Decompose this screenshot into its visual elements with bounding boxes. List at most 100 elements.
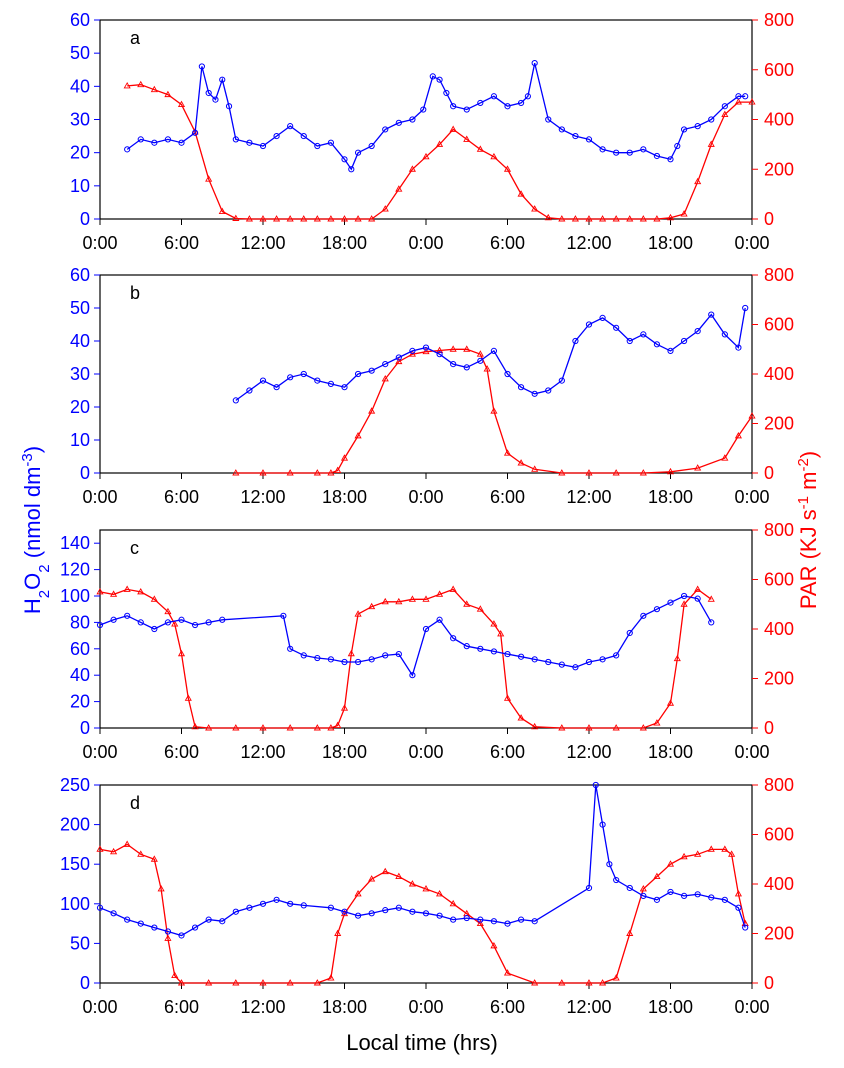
par-point xyxy=(313,979,321,986)
par-point xyxy=(707,140,715,147)
par-point xyxy=(137,850,145,857)
h2o2-point xyxy=(198,63,205,70)
h2o2-point xyxy=(735,93,742,100)
h2o2-point xyxy=(680,337,688,345)
x-tick-label: 0:00 xyxy=(408,997,443,1017)
h2o2-point xyxy=(613,876,620,884)
y-right-tick-label: 200 xyxy=(764,414,794,434)
x-tick-label: 0:00 xyxy=(734,997,769,1017)
y-left-tick-label: 30 xyxy=(70,110,90,130)
h2o2-point xyxy=(613,652,620,659)
par-point xyxy=(734,431,742,439)
par-point xyxy=(232,214,240,221)
par-point xyxy=(680,600,688,607)
y-left-tick-label: 0 xyxy=(80,209,90,229)
h2o2-point xyxy=(613,149,620,156)
par-point xyxy=(137,80,145,88)
h2o2-point xyxy=(531,918,538,925)
par-point xyxy=(517,190,525,197)
h2o2-point xyxy=(742,93,749,100)
h2o2-point xyxy=(259,900,267,907)
x-tick-label: 6:00 xyxy=(164,742,199,762)
y-right-tick-label: 800 xyxy=(764,775,794,795)
par-point xyxy=(599,215,607,222)
y-label-left-close: ) xyxy=(20,446,45,453)
par-point xyxy=(259,979,267,986)
panel-label: d xyxy=(130,793,140,813)
h2o2-point xyxy=(395,119,402,126)
h2o2-point xyxy=(450,635,457,642)
y-right-tick-label: 400 xyxy=(764,874,794,894)
h2o2-point xyxy=(409,347,416,354)
h2o2-point xyxy=(463,914,470,922)
par-point xyxy=(721,110,729,117)
y-right-tick-label: 800 xyxy=(764,265,794,285)
h2o2-point xyxy=(395,904,402,911)
y-left-tick-label: 20 xyxy=(70,692,90,712)
h2o2-point xyxy=(354,370,362,378)
h2o2-point xyxy=(137,920,144,927)
par-point xyxy=(123,585,131,592)
h2o2-point xyxy=(327,139,335,146)
svg-text:H2O2 (nmol dm-3): H2O2 (nmol dm-3) xyxy=(19,446,53,614)
h2o2-point xyxy=(653,896,661,903)
par-point xyxy=(347,649,355,657)
y-left-tick-label: 250 xyxy=(60,775,90,795)
h2o2-point xyxy=(721,331,728,338)
par-point xyxy=(666,467,675,475)
par-point xyxy=(164,90,172,98)
y-left-tick-label: 0 xyxy=(80,463,90,483)
par-point xyxy=(449,345,457,352)
y-label-left-sub1: 2 xyxy=(36,590,53,598)
par-point xyxy=(259,215,267,222)
h2o2-point xyxy=(667,347,674,354)
par-point xyxy=(463,135,471,142)
par-point xyxy=(449,125,457,132)
panel-label: a xyxy=(130,28,141,48)
par-point xyxy=(571,215,579,222)
h2o2-point xyxy=(667,599,674,606)
y-left-tick-label: 60 xyxy=(70,10,90,30)
x-tick-label: 18:00 xyxy=(648,997,693,1017)
h2o2-point xyxy=(572,132,579,140)
par-point xyxy=(381,205,389,212)
par-point xyxy=(286,979,294,986)
h2o2-point xyxy=(443,89,450,97)
par-point xyxy=(728,850,736,857)
h2o2-point xyxy=(667,156,674,163)
h2o2-point xyxy=(477,99,484,107)
h2o2-point xyxy=(524,93,531,100)
h2o2-point xyxy=(395,650,402,658)
par-point xyxy=(503,449,512,456)
par-point xyxy=(680,210,688,217)
par-point xyxy=(612,215,620,222)
x-tick-label: 18:00 xyxy=(322,487,367,507)
y-label-left-sub2: 2 xyxy=(36,564,53,572)
x-tick-label: 12:00 xyxy=(240,742,285,762)
h2o2-point xyxy=(694,595,701,602)
h2o2-point xyxy=(667,888,674,896)
par-point xyxy=(334,466,342,473)
x-tick-label: 12:00 xyxy=(240,487,285,507)
h2o2-point xyxy=(640,892,647,899)
h2o2-point xyxy=(477,916,484,923)
par-point xyxy=(503,165,512,172)
h2o2-point xyxy=(219,616,226,623)
x-tick-label: 0:00 xyxy=(408,233,443,253)
par-point xyxy=(612,724,620,731)
h2o2-point xyxy=(490,918,498,925)
y-right-tick-label: 0 xyxy=(764,718,774,738)
x-tick-label: 12:00 xyxy=(566,997,611,1017)
h2o2-point xyxy=(409,672,416,679)
par-point xyxy=(734,98,742,105)
h2o2-point xyxy=(205,916,212,923)
h2o2-point xyxy=(178,932,185,939)
h2o2-point xyxy=(314,142,321,150)
h2o2-point xyxy=(721,103,728,110)
h2o2-point xyxy=(640,612,647,619)
par-point xyxy=(164,607,172,615)
par-point xyxy=(653,215,661,222)
par-point xyxy=(232,979,240,986)
h2o2-point xyxy=(137,136,144,143)
x-tick-label: 6:00 xyxy=(164,233,199,253)
